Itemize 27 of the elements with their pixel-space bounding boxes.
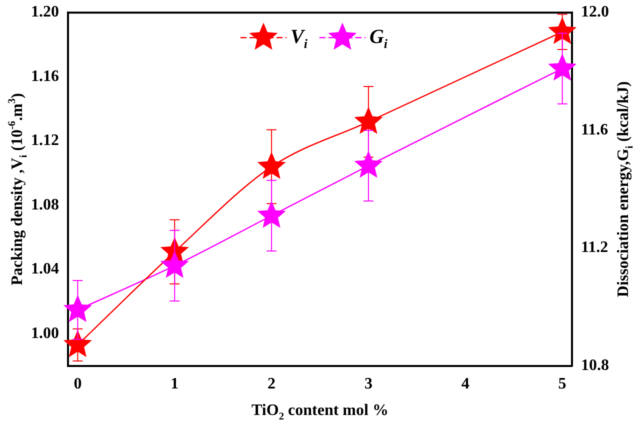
- y-tick-label: 1.00: [31, 324, 59, 342]
- point: [257, 200, 286, 228]
- x-tick-label: 0: [74, 376, 82, 393]
- x-tick-label: 5: [558, 376, 566, 393]
- point: [354, 106, 383, 134]
- point: [257, 152, 286, 179]
- point: [548, 16, 577, 44]
- y2-tick-label: 11.2: [581, 239, 608, 256]
- point: [354, 150, 383, 178]
- x-tick-label: 3: [364, 376, 372, 393]
- y2-tick-label: 11.6: [581, 121, 608, 138]
- point: [548, 54, 577, 81]
- point: [160, 250, 189, 278]
- y2-axis-title: Dissociation energy,Gi (kcal/kJ): [615, 81, 636, 298]
- y-tick-label: 1.20: [31, 4, 59, 21]
- x-tick-label: 4: [461, 376, 470, 393]
- x-tick-label: 2: [268, 376, 276, 393]
- point: [63, 330, 92, 358]
- y-axis-title: Packing density ,Vi (10-6.m3): [7, 93, 30, 286]
- y2-tick-label: 12.0: [581, 4, 609, 21]
- y2-tick-label: 10.8: [581, 356, 609, 374]
- y-tick-label: 1.08: [31, 196, 59, 214]
- y-tick-label: 1.04: [31, 260, 59, 278]
- y-tick-label: 1.16: [31, 68, 59, 85]
- x-tick-label: 1: [170, 376, 179, 393]
- y-tick-label: 1.12: [31, 132, 59, 150]
- point: [63, 294, 92, 322]
